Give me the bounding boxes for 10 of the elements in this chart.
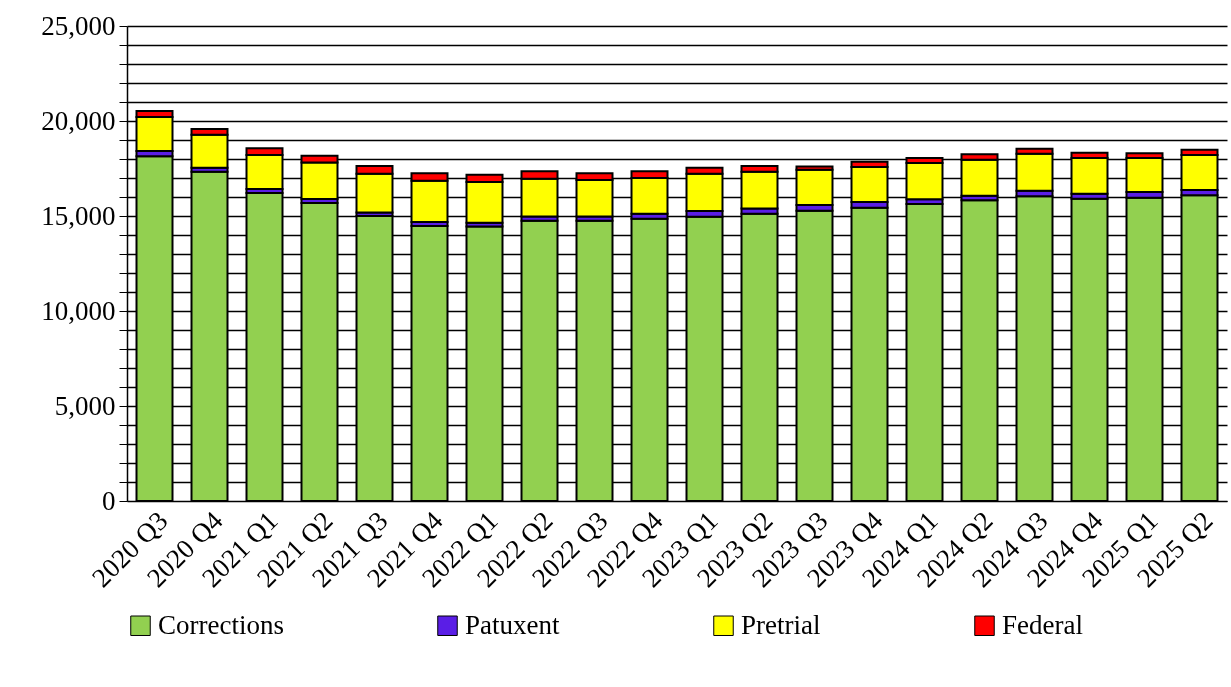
legend-label: Patuxent [465,609,560,640]
legend-label: Corrections [158,609,284,640]
y-tick-label: 10,000 [41,295,116,326]
y-tick-label: 15,000 [41,200,116,231]
y-tick-label: 20,000 [41,105,116,136]
legend-label: Federal [1002,609,1083,640]
y-tick-label: 25,000 [41,10,116,41]
y-tick-label: 5,000 [54,390,116,421]
y-tick-label: 0 [102,485,116,516]
legend-label: Pretrial [741,609,821,640]
